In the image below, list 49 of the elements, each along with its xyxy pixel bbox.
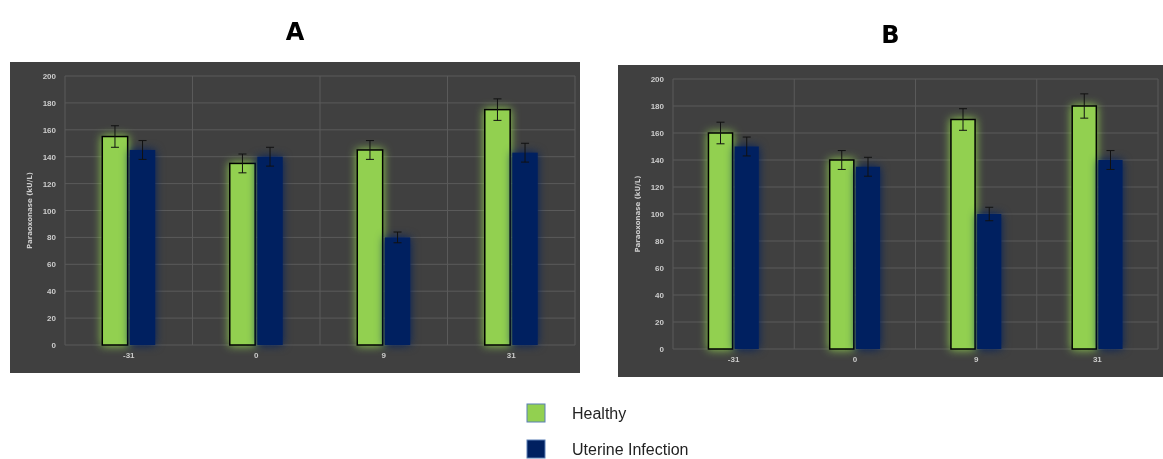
bar	[1071, 105, 1098, 350]
x-tick-label: -31	[122, 350, 136, 360]
y-tick-label: 160	[42, 125, 57, 135]
x-tick-label: 9	[381, 350, 387, 360]
y-tick-label: 20	[655, 318, 665, 328]
bar	[855, 166, 881, 349]
y-tick-label: 120	[650, 183, 665, 193]
bar	[229, 162, 256, 346]
bar	[384, 237, 411, 345]
legend-label: Healthy	[572, 405, 627, 422]
bar	[484, 108, 511, 346]
bar	[1098, 160, 1123, 349]
x-tick-label: 31	[506, 350, 517, 360]
y-tick-label: 160	[650, 129, 665, 139]
legend-label: Uterine Infection	[572, 441, 689, 458]
bar	[950, 118, 976, 350]
y-tick-label: 40	[655, 291, 665, 301]
y-tick-label: 80	[47, 233, 57, 243]
y-tick-label: 140	[650, 156, 665, 166]
x-tick-label: 9	[973, 354, 979, 364]
y-tick-label: 80	[655, 237, 665, 247]
bar	[707, 132, 734, 350]
bar	[828, 159, 855, 350]
y-tick-label: 0	[51, 341, 57, 351]
y-tick-label: 20	[47, 314, 57, 324]
x-tick-label: 31	[1092, 354, 1103, 364]
y-tick-label: 200	[42, 72, 57, 82]
y-tick-label: 60	[655, 264, 665, 274]
bar	[356, 149, 384, 346]
bar	[129, 149, 156, 345]
x-tick-label: 0	[852, 354, 858, 364]
y-tick-label: 40	[47, 287, 57, 297]
y-tick-label: 60	[47, 260, 57, 270]
bar	[101, 135, 129, 346]
bar	[977, 214, 1002, 349]
bar	[257, 156, 283, 345]
chart-title: A	[285, 18, 305, 46]
y-tick-label: 200	[650, 75, 665, 85]
x-tick-label: -31	[727, 354, 740, 364]
y-tick-label: 180	[42, 98, 57, 108]
bar	[512, 152, 538, 345]
y-tick-label: 140	[42, 152, 57, 162]
y-tick-label: 120	[42, 179, 57, 189]
x-tick-label: 0	[254, 350, 260, 360]
bar	[734, 146, 759, 349]
y-tick-label: 100	[42, 206, 57, 216]
y-tick-label: 180	[650, 102, 665, 112]
y-tick-label: 100	[650, 210, 665, 220]
chart-title: B	[881, 21, 900, 49]
